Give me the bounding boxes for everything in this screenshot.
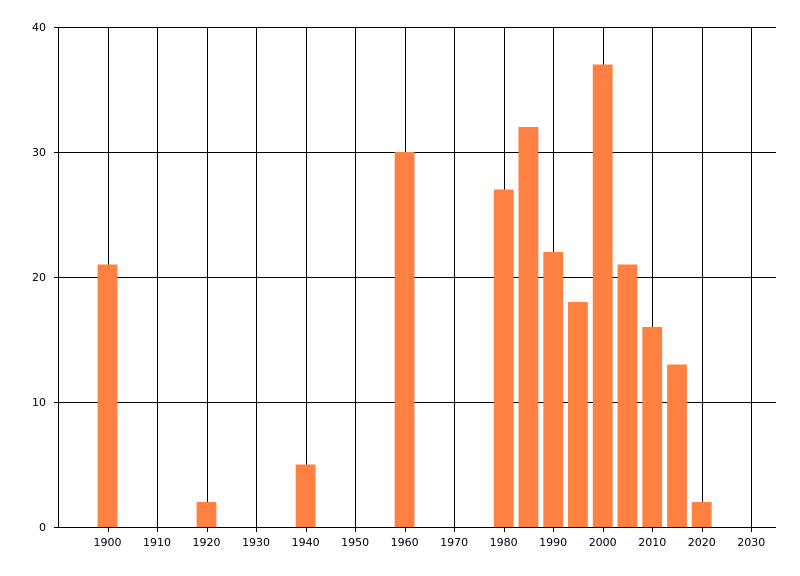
y-tick-label-10: 10 [32, 396, 46, 409]
bar-2005 [617, 264, 638, 527]
x-tick-label-2000: 2000 [589, 536, 617, 549]
y-tick-label-20: 20 [32, 271, 46, 284]
x-tick-label-1980: 1980 [490, 536, 518, 549]
x-tick-label-2010: 2010 [638, 536, 666, 549]
bar-2010 [642, 327, 663, 527]
bar-2000 [592, 64, 613, 527]
bar-1920 [196, 502, 217, 527]
bar-2020 [691, 502, 712, 527]
y-tick-label-30: 30 [32, 146, 46, 159]
x-tick-label-2030: 2030 [737, 536, 765, 549]
bar-1940 [295, 464, 316, 527]
bar-1900 [97, 264, 118, 527]
bar-1990 [543, 252, 564, 527]
x-tick-label-1950: 1950 [341, 536, 369, 549]
x-tick-label-1920: 1920 [193, 536, 221, 549]
bar-1985 [518, 127, 539, 527]
bar-2015 [667, 364, 687, 527]
y-tick-label-0: 0 [39, 521, 46, 534]
x-tick-label-1990: 1990 [539, 536, 567, 549]
bar-1980 [493, 189, 514, 527]
bar-1995 [568, 302, 588, 527]
bar-1960 [394, 152, 415, 527]
x-tick-label-1910: 1910 [143, 536, 171, 549]
x-tick-label-1940: 1940 [292, 536, 320, 549]
x-tick-label-1970: 1970 [440, 536, 468, 549]
x-tick-label-1960: 1960 [391, 536, 419, 549]
y-tick-label-40: 40 [32, 21, 46, 34]
x-tick-label-1930: 1930 [242, 536, 270, 549]
bars [97, 64, 712, 527]
axes [54, 27, 776, 532]
x-tick-label-2020: 2020 [688, 536, 716, 549]
x-tick-label-1900: 1900 [94, 536, 122, 549]
